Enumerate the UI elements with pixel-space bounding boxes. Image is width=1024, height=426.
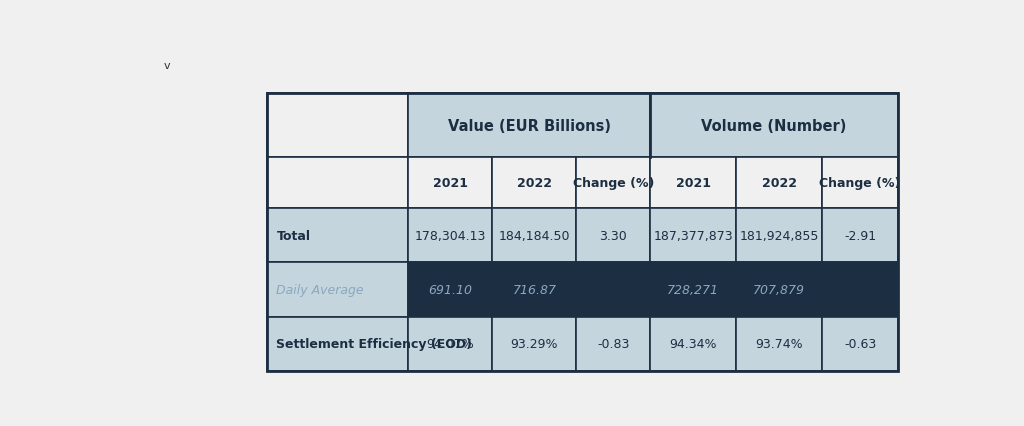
FancyBboxPatch shape [267, 94, 409, 158]
Text: 728,271: 728,271 [667, 283, 719, 296]
FancyBboxPatch shape [493, 317, 577, 371]
FancyBboxPatch shape [577, 263, 650, 317]
FancyBboxPatch shape [267, 209, 409, 263]
Text: Settlement Efficiency (EOD): Settlement Efficiency (EOD) [276, 337, 472, 350]
Text: 2022: 2022 [762, 177, 797, 190]
FancyBboxPatch shape [822, 209, 898, 263]
FancyBboxPatch shape [267, 317, 409, 371]
FancyBboxPatch shape [409, 209, 493, 263]
FancyBboxPatch shape [409, 317, 493, 371]
FancyBboxPatch shape [822, 317, 898, 371]
Text: 716.87: 716.87 [512, 283, 556, 296]
FancyBboxPatch shape [577, 209, 650, 263]
Text: 94.34%: 94.34% [670, 337, 717, 350]
FancyBboxPatch shape [577, 158, 650, 209]
Text: 178,304.13: 178,304.13 [415, 229, 486, 242]
Text: 187,377,873: 187,377,873 [653, 229, 733, 242]
FancyBboxPatch shape [267, 263, 409, 317]
Text: Value (EUR Billions): Value (EUR Billions) [447, 118, 610, 133]
Text: 2021: 2021 [433, 177, 468, 190]
Text: 184,184.50: 184,184.50 [499, 229, 570, 242]
FancyBboxPatch shape [736, 209, 822, 263]
Text: 93.74%: 93.74% [756, 337, 803, 350]
Text: -0.63: -0.63 [844, 337, 877, 350]
Text: -0.83: -0.83 [597, 337, 630, 350]
Text: 93.29%: 93.29% [511, 337, 558, 350]
FancyBboxPatch shape [409, 158, 493, 209]
FancyBboxPatch shape [736, 317, 822, 371]
Text: 94.07%: 94.07% [426, 337, 474, 350]
FancyBboxPatch shape [650, 209, 736, 263]
FancyBboxPatch shape [822, 158, 898, 209]
Text: 2022: 2022 [517, 177, 552, 190]
Text: Volume (Number): Volume (Number) [701, 118, 847, 133]
FancyBboxPatch shape [650, 263, 736, 317]
Text: Daily Average: Daily Average [276, 283, 364, 296]
Text: Total: Total [276, 229, 310, 242]
FancyBboxPatch shape [736, 158, 822, 209]
FancyBboxPatch shape [267, 158, 409, 209]
FancyBboxPatch shape [493, 158, 577, 209]
FancyBboxPatch shape [650, 317, 736, 371]
Text: v: v [164, 61, 170, 71]
FancyBboxPatch shape [577, 317, 650, 371]
Text: 181,924,855: 181,924,855 [739, 229, 819, 242]
Text: 707,879: 707,879 [754, 283, 805, 296]
Text: Change (%): Change (%) [572, 177, 654, 190]
Text: Change (%): Change (%) [819, 177, 901, 190]
FancyBboxPatch shape [409, 263, 493, 317]
Text: -2.91: -2.91 [844, 229, 877, 242]
Text: 2021: 2021 [676, 177, 711, 190]
FancyBboxPatch shape [736, 263, 822, 317]
FancyBboxPatch shape [650, 158, 736, 209]
FancyBboxPatch shape [409, 94, 650, 158]
FancyBboxPatch shape [493, 263, 577, 317]
FancyBboxPatch shape [822, 263, 898, 317]
Text: 691.10: 691.10 [428, 283, 472, 296]
FancyBboxPatch shape [493, 209, 577, 263]
Text: 3.30: 3.30 [599, 229, 627, 242]
FancyBboxPatch shape [650, 94, 898, 158]
